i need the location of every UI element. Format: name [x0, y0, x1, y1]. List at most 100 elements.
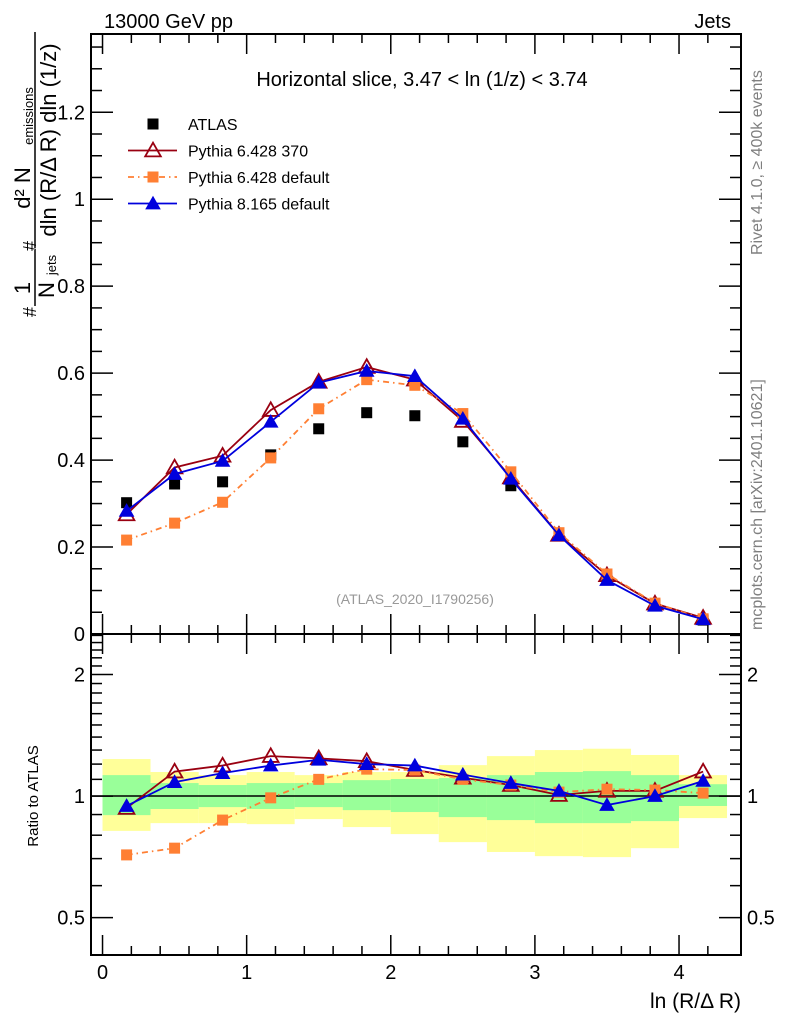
main-point [118, 503, 135, 517]
ratio-point [647, 788, 663, 802]
ratio-y-tick-label: 0.5 [57, 908, 85, 930]
ratio-y-tick-label-right: 1 [747, 786, 758, 808]
main-point [407, 368, 423, 383]
mcplots-label: mcplots.cern.ch [arXiv:2401.10621] [749, 379, 766, 630]
ratio-point [455, 766, 471, 781]
y-tick-label: 1 [74, 189, 85, 211]
main-point [457, 436, 469, 448]
ratio-y-tick-label-right: 0.5 [747, 908, 775, 930]
ratio-point [262, 757, 279, 772]
legend-label: Pythia 6.428 default [188, 170, 330, 187]
x-tick-label: 1 [241, 962, 252, 984]
ratio-point [358, 756, 375, 770]
rivet-label: Rivet 4.1.0, ≥ 400k events [749, 70, 766, 255]
main-point [121, 534, 133, 546]
y-label-num: d² N [10, 167, 35, 209]
ratio-point [599, 797, 615, 811]
y-tick-label: 0 [74, 624, 85, 646]
main-point [313, 423, 325, 435]
main-point [599, 572, 615, 586]
main-point [313, 403, 325, 415]
legend-marker [147, 118, 159, 130]
main-point [551, 527, 567, 542]
y-label-hash: # [20, 307, 40, 317]
y-label-pre-sub: jets [44, 254, 59, 276]
ratio-y-tick-label: 1 [74, 786, 85, 808]
main-point [214, 453, 231, 467]
legend-label: Pythia 8.165 default [188, 197, 330, 214]
y-label-den: dln (R/Δ R) dln (1/z) [36, 43, 61, 236]
y-tick-label: 1.2 [57, 102, 85, 124]
legend-marker [145, 195, 161, 210]
main-point [166, 466, 183, 480]
ratio-point [601, 783, 613, 795]
main-point [647, 597, 663, 612]
main-y-axis-label: 1 N jets # d² N emissions # dln (R/Δ R) … [10, 32, 61, 317]
ratio-point [166, 774, 183, 788]
y-tick-label: 0.2 [57, 537, 85, 559]
main-point [169, 478, 181, 490]
main-point [169, 517, 181, 529]
main-point [358, 363, 375, 377]
ratio-point [118, 798, 135, 812]
y-label-pre-num: 1 [10, 282, 35, 294]
main-point [217, 496, 229, 508]
main-series-layer [117, 357, 713, 626]
ratio-series-layer [117, 746, 713, 861]
ratio-y-tick-labels: 0.5 0.5 1 1 2 2 [57, 665, 775, 930]
inner-uncertainty-band [342, 780, 391, 811]
main-point [361, 407, 373, 419]
ratio-point [310, 751, 327, 766]
ratio-y-axis-label: Ratio to ATLAS [25, 745, 42, 846]
main-point [310, 374, 327, 389]
ratio-point [407, 757, 423, 772]
y-label-hash-2: # [20, 241, 40, 251]
x-axis-label: ln (R/Δ R) [650, 990, 741, 1013]
ratio-axis-ticks [91, 634, 741, 955]
ratio-frame [90, 633, 742, 956]
header-right: Jets [694, 11, 731, 33]
ratio-point [313, 773, 325, 785]
x-tick-label: 4 [673, 962, 684, 984]
y-tick-label: 0.4 [57, 450, 85, 472]
legend-label: ATLAS [188, 117, 238, 134]
legend-marker [147, 171, 159, 183]
ratio-point [265, 792, 277, 804]
main-point [121, 497, 133, 509]
y-tick-label: 0.8 [57, 276, 85, 298]
y-tick-label: 0.6 [57, 363, 85, 385]
main-point [409, 410, 421, 422]
ratio-point [697, 787, 709, 799]
main-point [262, 414, 279, 428]
ratio-point [551, 783, 567, 797]
ratio-point [217, 814, 229, 826]
main-panel: 0 0.2 0.4 0.6 0.8 1 1.2 Horizontal slice, 3.47… [10, 32, 742, 646]
main-y-tick-labels: 0 0.2 0.4 0.6 0.8 1 1.2 [57, 102, 85, 646]
main-point [361, 374, 373, 386]
ratio-y-tick-label-right: 2 [747, 665, 758, 687]
main-point [505, 480, 517, 492]
main-point [217, 476, 229, 488]
x-tick-label: 2 [385, 962, 396, 984]
analysis-annotation: (ATLAS_2020_I1790256) [336, 591, 494, 607]
ratio-point [121, 849, 133, 861]
legend-label: Pythia 6.428 370 [188, 144, 308, 161]
legend: ATLAS Pythia 6.428 370 Pythia 6.428 defaul… [128, 117, 330, 214]
ratio-point [169, 842, 181, 854]
main-point [409, 379, 421, 391]
x-tick-labels: 0 1 2 3 4 [97, 962, 685, 984]
ratio-panel: 0.5 0.5 1 1 2 2 0 1 2 3 4 Ratio to ATLAS ln (R/Δ … [25, 633, 775, 1013]
main-title: Horizontal slice, 3.47 < ln (1/z) < 3.74 [256, 69, 587, 91]
ratio-y-tick-label: 2 [74, 665, 85, 687]
inner-uncertainty-band [294, 783, 343, 808]
main-point [455, 410, 471, 425]
x-tick-label: 3 [529, 962, 540, 984]
main-point [695, 611, 711, 626]
main-point [503, 470, 519, 485]
ratio-point [214, 765, 231, 779]
x-tick-label: 0 [97, 962, 108, 984]
y-label-pre-den: N [34, 282, 59, 298]
main-axis-ticks [91, 34, 741, 635]
ratio-point [503, 775, 519, 789]
